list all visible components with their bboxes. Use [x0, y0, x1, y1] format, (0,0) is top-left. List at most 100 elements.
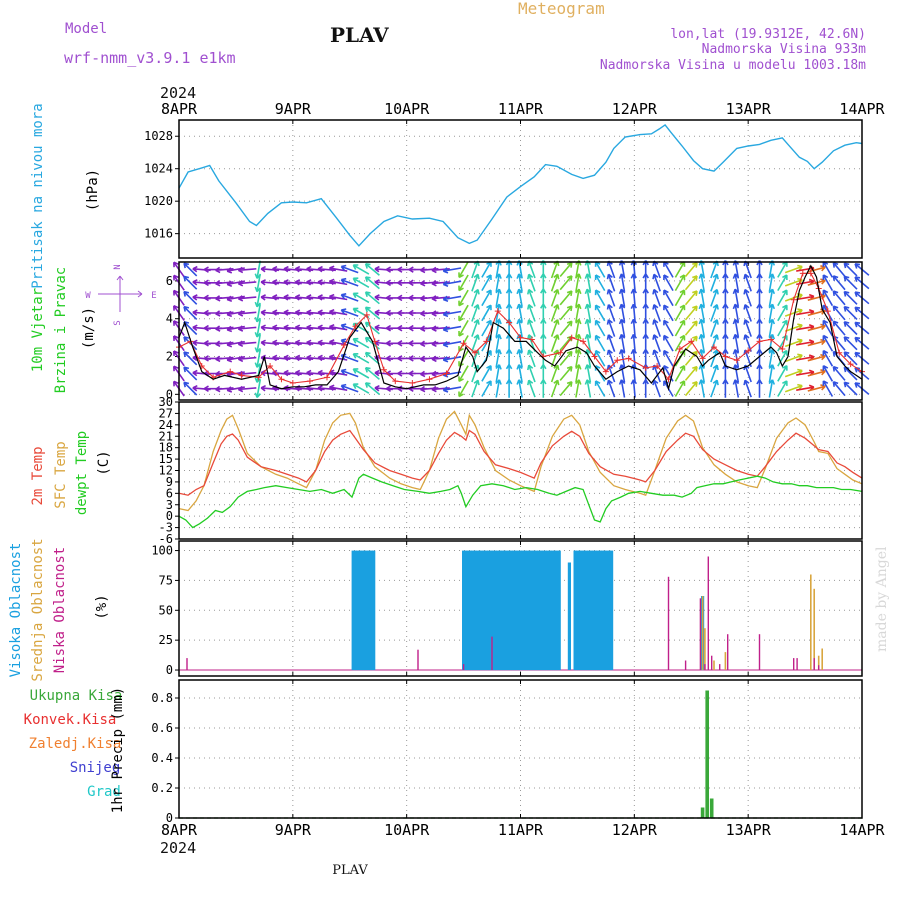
cloud-bar: [573, 550, 577, 671]
wind-arrow: [254, 319, 262, 338]
wind-arrow: [340, 293, 359, 302]
cloud-bar: [358, 550, 362, 671]
wind-arrow: [420, 280, 439, 287]
wind-arrow: [584, 364, 592, 383]
wind-arrow: [294, 265, 314, 273]
wind-gust-marker: [654, 362, 661, 369]
altitude-text: Nadmorska Visina 933m: [702, 42, 867, 57]
year-bottom: 2024: [160, 839, 196, 857]
wind-gust-marker: [443, 370, 450, 377]
wind-arrow: [832, 290, 846, 306]
wind-arrow: [294, 339, 314, 347]
wind-arrow: [698, 288, 706, 307]
wind-arrow: [777, 319, 788, 337]
wind-gust-marker: [409, 379, 416, 386]
cloud-bar: [462, 550, 466, 671]
precip-panel: 0 0.2 0.4 0.6 0.8 8APR 9APR 10APR 11APR 12APR 13AP…: [24, 679, 886, 839]
wind-arrow: [254, 349, 262, 368]
wind-arrow: [183, 275, 198, 290]
wind-arrow: [594, 289, 606, 307]
wind-arrow: [606, 288, 616, 307]
wind-arrow: [364, 276, 380, 290]
wind-arrow: [352, 337, 370, 349]
cloud-bar: [555, 550, 559, 671]
wind-gust-marker: [460, 340, 467, 347]
wind-arrow: [777, 304, 788, 322]
y-tick-label: 12: [159, 464, 173, 478]
wind-arrow: [420, 325, 439, 332]
wind-arrow: [575, 288, 582, 307]
cloud-bar: [480, 550, 484, 671]
wind-gust-marker: [426, 376, 433, 383]
wind-arrow: [352, 353, 370, 364]
cloud-bar: [821, 648, 823, 670]
wind-arrow: [594, 334, 606, 352]
wind-arrow: [272, 309, 291, 316]
wind-arrow: [652, 334, 661, 352]
wind-arrow: [283, 339, 302, 347]
wind-arrow: [495, 348, 502, 368]
compass-east: E: [151, 291, 156, 301]
cloud-bar: [534, 550, 538, 671]
wind-arrow: [652, 288, 661, 307]
y-tick-label: 4: [166, 312, 173, 326]
wind-arrow: [698, 333, 706, 353]
wind-arrow: [306, 309, 325, 316]
wind-arrow: [471, 319, 480, 337]
wind-arrow: [237, 340, 257, 348]
cloud-bar: [796, 658, 798, 670]
cloud-bar: [186, 658, 188, 670]
cloud-bar: [523, 550, 527, 671]
wind-arrow: [822, 274, 834, 291]
wind-arrow: [442, 267, 462, 274]
y-tick-label: 18: [159, 441, 173, 455]
wind-arrow: [260, 265, 280, 273]
cloud-bar: [719, 664, 721, 671]
wind-arrow: [768, 364, 776, 383]
cloud-bar: [525, 550, 529, 671]
wind-arrow: [684, 320, 698, 336]
x-tick-label: 9APR: [275, 100, 312, 118]
wind-arrow: [822, 334, 834, 352]
wind-arrow: [822, 289, 834, 307]
wind-arrow: [272, 354, 291, 362]
wind-arrow: [674, 319, 686, 337]
cloud-bar: [509, 550, 513, 671]
wind-arrow: [364, 291, 380, 305]
wind-arrow: [442, 356, 462, 363]
wind-panel: 0 2 4 6 10m Vjetar Brzina i Pravac (m/s) N S W E: [30, 260, 870, 401]
pressure-line: [178, 123, 863, 247]
wind-gust-marker: [341, 342, 348, 349]
wind-arrow: [481, 274, 492, 291]
wind-arrow: [559, 290, 573, 306]
cloud-bar: [362, 550, 367, 671]
wind-arrow: [777, 274, 788, 291]
wind-arrow: [458, 380, 469, 398]
precip-bar: [705, 690, 709, 818]
cloud-bar: [724, 652, 727, 670]
cloud-bar: [356, 550, 360, 671]
wind-arrow: [516, 318, 523, 338]
wind-gust-marker: [688, 338, 695, 345]
wind-arrow: [732, 333, 740, 353]
cloud-bar: [610, 550, 614, 671]
precip-legend-entry: Zaledj.Kisa: [29, 736, 122, 752]
y-tick-label: 100: [151, 544, 173, 558]
wind-arrow: [260, 309, 280, 316]
wind-arrow: [618, 379, 626, 398]
y-tick-label: -6: [159, 532, 173, 546]
cloud-bar: [813, 658, 815, 670]
wind-arrow: [698, 379, 706, 398]
wind-arrow: [340, 308, 359, 317]
wind-arrow: [584, 348, 592, 368]
wind-arrow: [594, 380, 606, 397]
wind-arrow: [618, 303, 626, 323]
wind-arrow: [768, 303, 776, 323]
wind-arrow: [768, 288, 776, 307]
wind-arrow: [710, 364, 719, 383]
cloud-bar: [351, 550, 355, 671]
wind-arrow: [674, 304, 686, 322]
cloud-bar: [707, 556, 709, 670]
wind-arrow: [710, 303, 719, 322]
